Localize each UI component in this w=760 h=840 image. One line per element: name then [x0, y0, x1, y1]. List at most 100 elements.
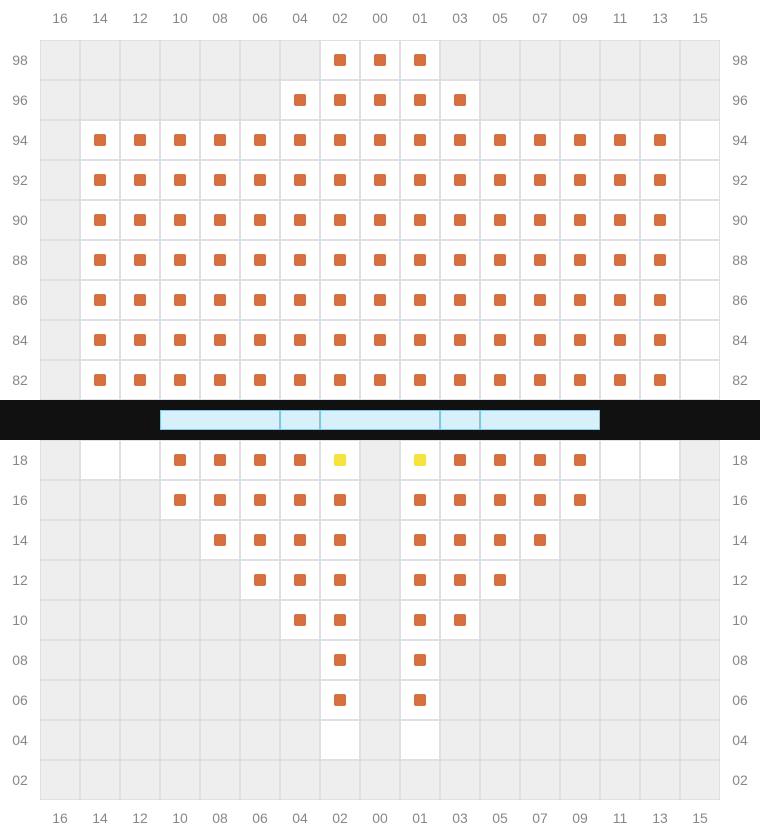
seat-cell[interactable]: [680, 320, 720, 360]
seat-cell[interactable]: [280, 80, 320, 120]
seat-cell[interactable]: [120, 440, 160, 480]
seat-cell[interactable]: [640, 240, 680, 280]
seat-cell[interactable]: [360, 120, 400, 160]
seat-cell[interactable]: [200, 440, 240, 480]
seat-cell[interactable]: [240, 560, 280, 600]
seat-cell[interactable]: [440, 360, 480, 400]
seat-cell[interactable]: [400, 120, 440, 160]
seat-cell[interactable]: [600, 120, 640, 160]
seat-cell[interactable]: [80, 280, 120, 320]
seat-cell[interactable]: [520, 160, 560, 200]
seat-cell[interactable]: [240, 320, 280, 360]
seat-cell[interactable]: [160, 320, 200, 360]
seat-cell[interactable]: [680, 120, 720, 160]
seat-cell[interactable]: [280, 120, 320, 160]
seat-cell[interactable]: [400, 560, 440, 600]
seat-cell[interactable]: [320, 120, 360, 160]
seat-cell[interactable]: [200, 120, 240, 160]
seat-cell[interactable]: [320, 360, 360, 400]
seat-cell[interactable]: [360, 40, 400, 80]
seat-cell[interactable]: [120, 200, 160, 240]
seat-cell[interactable]: [560, 320, 600, 360]
seat-cell[interactable]: [600, 320, 640, 360]
seat-cell[interactable]: [440, 320, 480, 360]
seat-cell[interactable]: [440, 480, 480, 520]
seat-cell[interactable]: [280, 160, 320, 200]
seat-cell[interactable]: [200, 480, 240, 520]
seat-cell[interactable]: [120, 120, 160, 160]
seat-cell[interactable]: [440, 160, 480, 200]
seat-cell[interactable]: [560, 360, 600, 400]
seat-cell[interactable]: [480, 560, 520, 600]
seat-cell[interactable]: [520, 480, 560, 520]
seat-cell[interactable]: [80, 360, 120, 400]
seat-cell[interactable]: [480, 440, 520, 480]
seat-cell[interactable]: [560, 200, 600, 240]
seat-cell[interactable]: [520, 280, 560, 320]
seat-cell[interactable]: [120, 320, 160, 360]
seat-cell[interactable]: [280, 320, 320, 360]
seat-cell[interactable]: [240, 520, 280, 560]
seat-cell[interactable]: [240, 440, 280, 480]
seat-cell[interactable]: [560, 480, 600, 520]
seat-cell[interactable]: [80, 320, 120, 360]
seat-cell[interactable]: [560, 160, 600, 200]
seat-cell[interactable]: [400, 80, 440, 120]
seat-cell[interactable]: [320, 600, 360, 640]
seat-cell[interactable]: [120, 240, 160, 280]
seat-cell[interactable]: [280, 360, 320, 400]
seat-cell[interactable]: [280, 240, 320, 280]
seat-cell[interactable]: [400, 280, 440, 320]
seat-cell[interactable]: [280, 560, 320, 600]
seat-cell[interactable]: [480, 200, 520, 240]
seat-cell[interactable]: [680, 160, 720, 200]
seat-cell[interactable]: [600, 360, 640, 400]
seat-cell[interactable]: [600, 160, 640, 200]
seat-cell[interactable]: [200, 240, 240, 280]
seat-cell[interactable]: [640, 320, 680, 360]
seat-cell[interactable]: [280, 440, 320, 480]
seat-cell[interactable]: [400, 520, 440, 560]
seat-cell[interactable]: [640, 200, 680, 240]
seat-cell[interactable]: [560, 240, 600, 280]
seat-cell[interactable]: [560, 280, 600, 320]
seat-cell[interactable]: [80, 120, 120, 160]
seat-cell[interactable]: [320, 40, 360, 80]
seat-cell[interactable]: [320, 240, 360, 280]
seat-cell[interactable]: [440, 440, 480, 480]
seat-cell[interactable]: [520, 360, 560, 400]
seat-cell[interactable]: [400, 480, 440, 520]
seat-cell[interactable]: [520, 440, 560, 480]
seat-cell[interactable]: [680, 240, 720, 280]
seat-cell[interactable]: [320, 720, 360, 760]
seat-cell[interactable]: [200, 160, 240, 200]
seat-cell[interactable]: [240, 240, 280, 280]
seat-cell[interactable]: [400, 240, 440, 280]
seat-cell[interactable]: [280, 480, 320, 520]
seat-cell[interactable]: [240, 360, 280, 400]
seat-cell[interactable]: [200, 520, 240, 560]
seat-cell[interactable]: [640, 440, 680, 480]
seat-cell[interactable]: [280, 280, 320, 320]
seat-cell[interactable]: [480, 320, 520, 360]
seat-cell[interactable]: [80, 160, 120, 200]
seat-cell[interactable]: [360, 320, 400, 360]
seat-cell[interactable]: [80, 440, 120, 480]
seat-cell[interactable]: [320, 640, 360, 680]
seat-cell[interactable]: [120, 360, 160, 400]
seat-cell[interactable]: [680, 360, 720, 400]
seat-cell[interactable]: [320, 160, 360, 200]
seat-cell[interactable]: [520, 520, 560, 560]
seat-cell[interactable]: [600, 440, 640, 480]
seat-cell[interactable]: [600, 240, 640, 280]
seat-cell[interactable]: [280, 200, 320, 240]
seat-cell[interactable]: [640, 280, 680, 320]
seat-cell[interactable]: [160, 480, 200, 520]
seat-cell[interactable]: [320, 200, 360, 240]
seat-cell[interactable]: [400, 160, 440, 200]
seat-cell[interactable]: [400, 360, 440, 400]
seat-cell[interactable]: [200, 200, 240, 240]
seat-cell[interactable]: [240, 280, 280, 320]
seat-cell[interactable]: [320, 280, 360, 320]
seat-cell[interactable]: [440, 200, 480, 240]
